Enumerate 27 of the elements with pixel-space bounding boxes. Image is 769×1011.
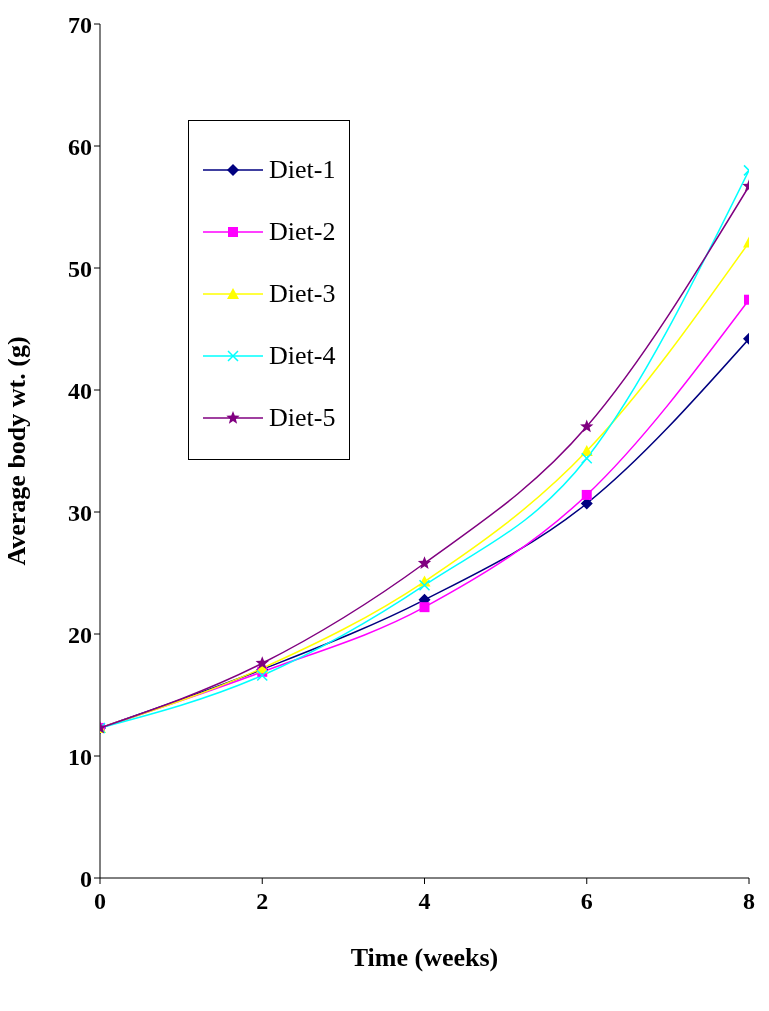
- x-tick-label: 8: [743, 888, 755, 915]
- point: [418, 579, 431, 591]
- y-tick-label: 40: [68, 377, 92, 404]
- point: [581, 452, 593, 465]
- point: [581, 489, 592, 500]
- x-axis-title: Time (weeks): [350, 943, 499, 972]
- y-tick-label: 20: [68, 621, 92, 648]
- point: [255, 656, 269, 669]
- x-tick-label: 2: [256, 888, 269, 915]
- legend-label: Diet-3: [269, 279, 336, 309]
- point: [419, 602, 430, 613]
- legend-label: Diet-4: [269, 341, 336, 371]
- y-tick-label: 70: [68, 11, 92, 38]
- x-tick-label: 4: [418, 888, 431, 915]
- legend-label: Diet-2: [269, 217, 336, 247]
- legend-label: Diet-5: [269, 403, 336, 433]
- legend-label: Diet-1: [269, 155, 336, 185]
- point: [256, 669, 268, 682]
- point: [417, 556, 432, 569]
- y-tick-label: 30: [68, 499, 92, 526]
- y-tick-label: 0: [80, 865, 92, 892]
- y-tick-label: 50: [68, 255, 92, 282]
- point: [580, 419, 594, 433]
- x-tick-label: 6: [580, 888, 593, 915]
- y-tick-label: 60: [68, 133, 92, 160]
- y-axis-title: Average body wt. (g): [2, 336, 32, 566]
- y-tick-label: 10: [68, 743, 92, 770]
